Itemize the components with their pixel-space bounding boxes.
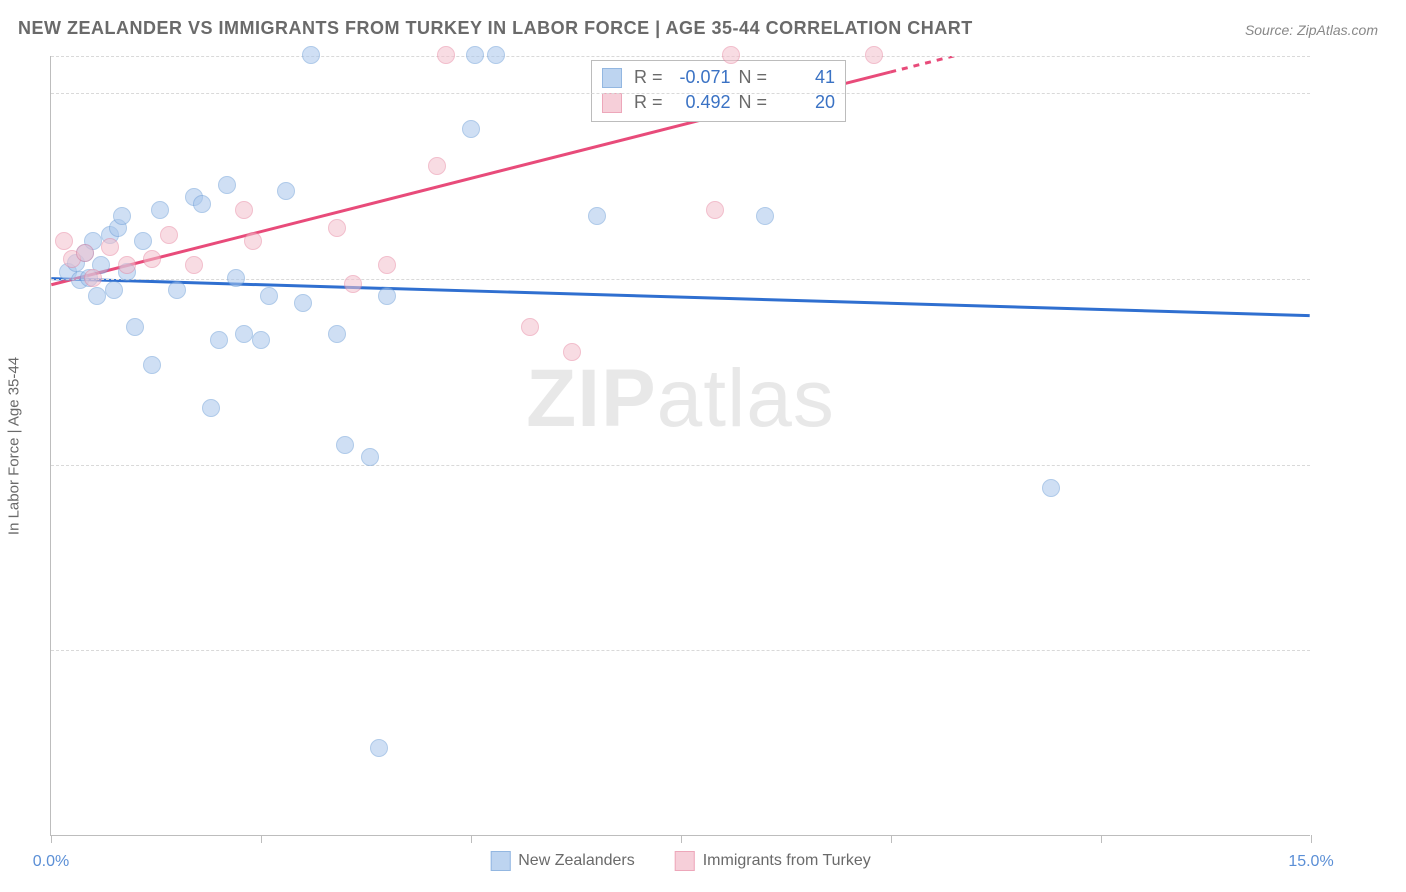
legend-item-turkey: Immigrants from Turkey [675,851,871,871]
stats-r-label: R = [634,67,663,88]
scatter-point [756,207,774,225]
scatter-point [143,356,161,374]
scatter-point [235,201,253,219]
scatter-point [84,269,102,287]
scatter-point [344,275,362,293]
scatter-point [487,46,505,64]
scatter-point [294,294,312,312]
x-tick-label: 15.0% [1288,853,1333,871]
scatter-point [185,256,203,274]
stats-row-nz: R = -0.071 N = 41 [602,65,835,90]
correlation-stats-box: R = -0.071 N = 41 R = 0.492 N = 20 [591,60,846,122]
scatter-point [235,325,253,343]
stats-swatch-turkey [602,93,622,113]
gridline [51,56,1310,57]
scatter-point [588,207,606,225]
source-name: ZipAtlas.com [1297,22,1378,38]
stats-n-label: N = [739,92,768,113]
scatter-point [55,232,73,250]
trend-lines-layer [51,56,1310,835]
legend: New Zealanders Immigrants from Turkey [490,851,871,871]
x-tick [1101,835,1102,843]
scatter-point [260,287,278,305]
stats-n-value-turkey: 20 [775,92,835,113]
scatter-point [113,207,131,225]
legend-swatch-turkey [675,851,695,871]
x-tick [261,835,262,843]
x-tick-label: 0.0% [33,853,69,871]
scatter-point [101,238,119,256]
legend-item-nz: New Zealanders [490,851,635,871]
stats-swatch-nz [602,68,622,88]
scatter-point [160,226,178,244]
scatter-point [193,195,211,213]
legend-label-nz: New Zealanders [518,852,635,870]
scatter-point [428,157,446,175]
scatter-point [88,287,106,305]
scatter-point [277,182,295,200]
x-tick [51,835,52,843]
stats-n-label: N = [739,67,768,88]
source-attribution: Source: ZipAtlas.com [1245,22,1378,38]
scatter-point [328,325,346,343]
scatter-point [378,287,396,305]
scatter-point [1042,479,1060,497]
scatter-point [706,201,724,219]
scatter-point [118,256,136,274]
scatter-point [168,281,186,299]
scatter-point [563,343,581,361]
scatter-point [151,201,169,219]
x-tick [471,835,472,843]
scatter-point [227,269,245,287]
scatter-point [218,176,236,194]
stats-r-label: R = [634,92,663,113]
scatter-point [143,250,161,268]
scatter-point [370,739,388,757]
y-axis-label: In Labor Force | Age 35-44 [6,357,23,535]
scatter-point [336,436,354,454]
source-label: Source: [1245,22,1293,38]
scatter-point [361,448,379,466]
scatter-point [302,46,320,64]
scatter-point [865,46,883,64]
gridline [51,465,1310,466]
scatter-point [437,46,455,64]
x-tick [1311,835,1312,843]
watermark: ZIPatlas [526,352,835,446]
chart-plot-area: ZIPatlas R = -0.071 N = 41 R = 0.492 N =… [50,56,1310,836]
scatter-point [462,120,480,138]
scatter-point [76,244,94,262]
scatter-point [252,331,270,349]
scatter-point [126,318,144,336]
scatter-point [105,281,123,299]
watermark-atlas: atlas [657,353,835,444]
legend-swatch-nz [490,851,510,871]
stats-n-value-nz: 41 [775,67,835,88]
scatter-point [521,318,539,336]
stats-r-value-nz: -0.071 [671,67,731,88]
scatter-point [328,219,346,237]
x-tick [891,835,892,843]
scatter-point [466,46,484,64]
scatter-point [210,331,228,349]
scatter-point [378,256,396,274]
watermark-zip: ZIP [526,353,657,444]
x-tick [681,835,682,843]
scatter-point [244,232,262,250]
legend-label-turkey: Immigrants from Turkey [703,852,871,870]
gridline [51,650,1310,651]
scatter-point [202,399,220,417]
scatter-point [722,46,740,64]
scatter-point [134,232,152,250]
gridline [51,93,1310,94]
stats-r-value-turkey: 0.492 [671,92,731,113]
chart-title: NEW ZEALANDER VS IMMIGRANTS FROM TURKEY … [18,18,973,39]
